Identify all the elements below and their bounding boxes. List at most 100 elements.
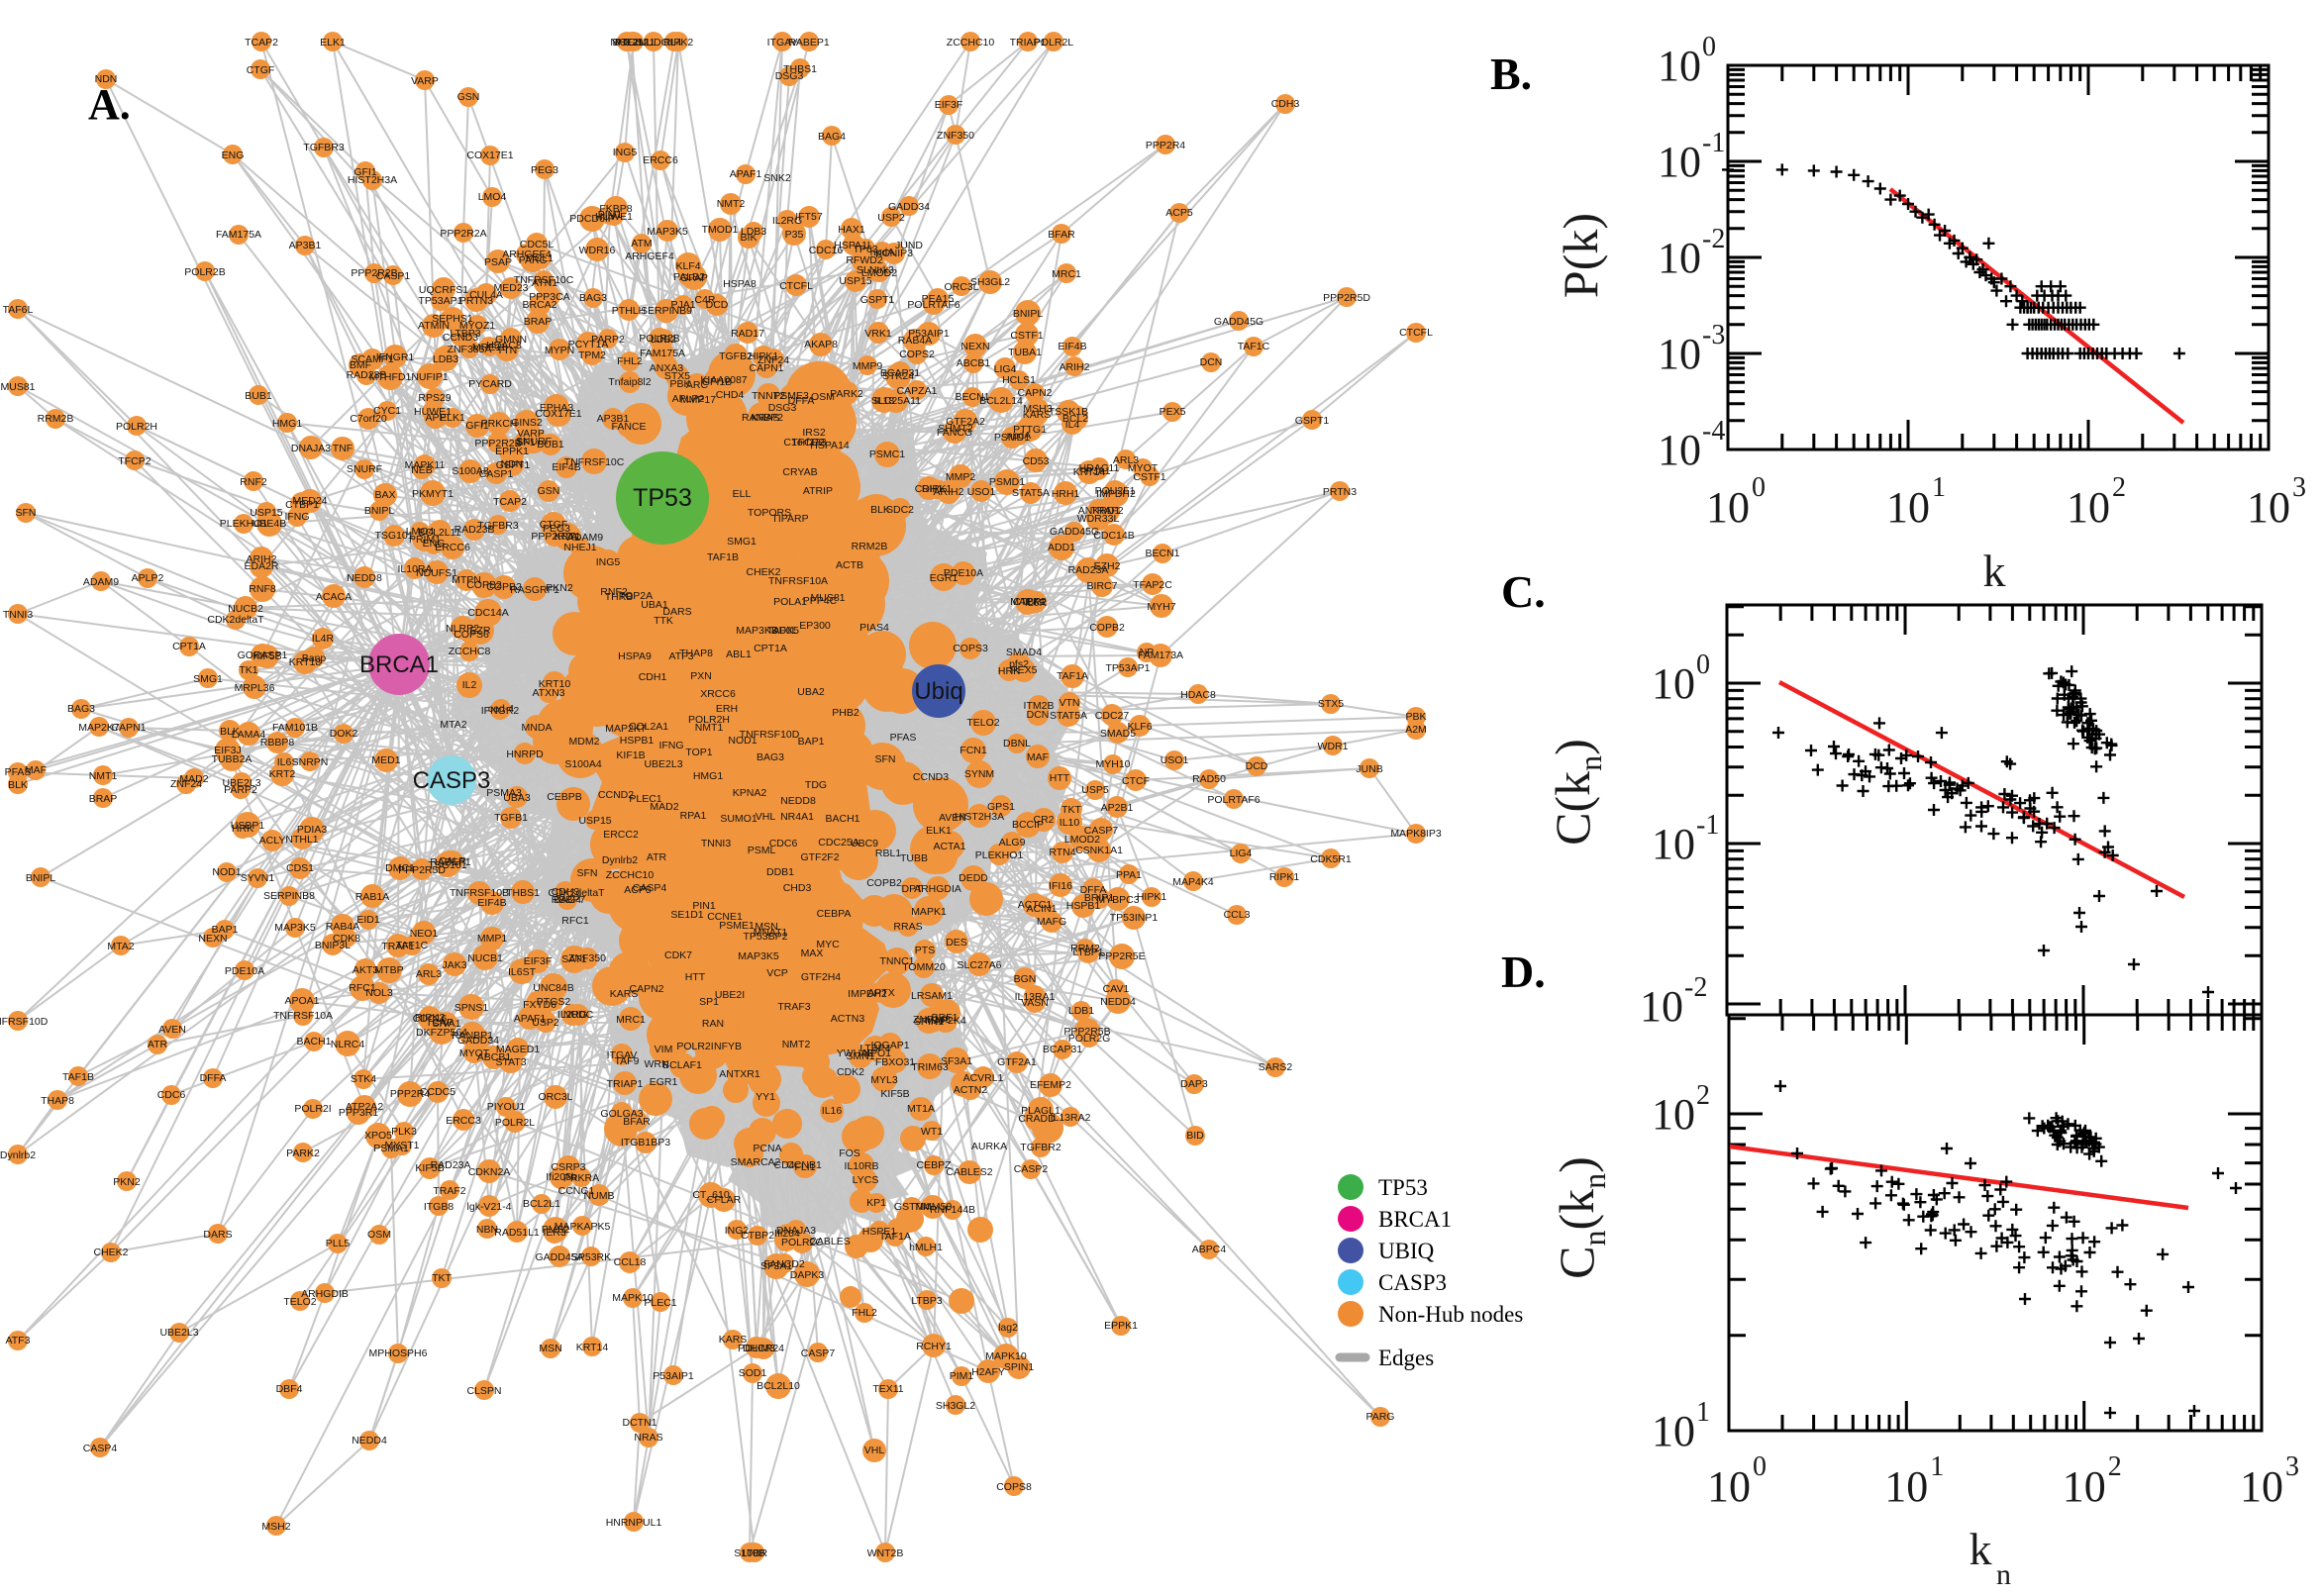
svg-text:GSN: GSN bbox=[538, 485, 560, 497]
svg-text:CASP3: CASP3 bbox=[1378, 1270, 1447, 1295]
svg-text:CASP7: CASP7 bbox=[801, 1347, 836, 1359]
svg-text:CCL18: CCL18 bbox=[614, 1256, 647, 1268]
svg-text:MMP9: MMP9 bbox=[853, 360, 882, 372]
svg-text:HCLS1: HCLS1 bbox=[1002, 374, 1036, 386]
svg-text:PSME1: PSME1 bbox=[719, 920, 755, 932]
svg-text:NUMB: NUMB bbox=[584, 1190, 615, 1202]
svg-text:UBC9: UBC9 bbox=[851, 838, 878, 849]
svg-text:ZNF24: ZNF24 bbox=[170, 778, 202, 790]
svg-text:WDR16: WDR16 bbox=[579, 245, 616, 256]
svg-text:NLRC4: NLRC4 bbox=[331, 1039, 365, 1050]
svg-text:HMG1: HMG1 bbox=[693, 770, 723, 782]
svg-text:BCAP31: BCAP31 bbox=[1043, 1044, 1082, 1055]
svg-text:SARS2: SARS2 bbox=[1259, 1061, 1293, 1073]
svg-text:BCL2L1: BCL2L1 bbox=[523, 1198, 560, 1210]
svg-text:NBN: NBN bbox=[476, 1224, 498, 1236]
svg-text:GTF2F2: GTF2F2 bbox=[800, 851, 839, 863]
svg-text:GSPT1: GSPT1 bbox=[1295, 415, 1330, 427]
svg-text:CAPN2: CAPN2 bbox=[1017, 387, 1052, 399]
svg-text:MAPK11: MAPK11 bbox=[405, 459, 446, 471]
svg-text:H2AFY: H2AFY bbox=[971, 1366, 1005, 1378]
svg-text:-3: -3 bbox=[1702, 320, 1725, 350]
svg-text:EIF3F: EIF3F bbox=[935, 99, 963, 111]
svg-text:10: 10 bbox=[1658, 330, 1701, 378]
svg-text:MMP2: MMP2 bbox=[946, 471, 975, 483]
svg-text:TUBA1: TUBA1 bbox=[1008, 347, 1042, 358]
svg-text:CTCFL: CTCFL bbox=[779, 280, 813, 292]
svg-text:DKFZP564: DKFZP564 bbox=[416, 1027, 467, 1039]
svg-text:BAG3: BAG3 bbox=[579, 292, 607, 304]
svg-text:RAD51L1: RAD51L1 bbox=[494, 1227, 540, 1239]
svg-text:HNRNPUL1: HNRNPUL1 bbox=[606, 1517, 662, 1529]
svg-text:RAB4A: RAB4A bbox=[898, 335, 932, 347]
svg-text:ABPC4: ABPC4 bbox=[1192, 1244, 1227, 1255]
svg-text:TP53AP1: TP53AP1 bbox=[1106, 662, 1151, 674]
svg-text:ACTN2: ACTN2 bbox=[954, 1084, 988, 1096]
svg-text:IFNG: IFNG bbox=[284, 511, 309, 523]
svg-text:1: 1 bbox=[1932, 472, 1946, 503]
svg-text:EIF4B: EIF4B bbox=[1058, 341, 1086, 352]
svg-text:IFNG: IFNG bbox=[658, 740, 683, 751]
svg-text:PLK3: PLK3 bbox=[391, 1126, 417, 1138]
svg-text:COPS3: COPS3 bbox=[953, 643, 988, 654]
svg-text:GPS1: GPS1 bbox=[987, 801, 1015, 813]
svg-text:ITGAV: ITGAV bbox=[607, 1049, 638, 1061]
svg-text:PARP2: PARP2 bbox=[224, 784, 257, 796]
svg-text:PHB2: PHB2 bbox=[832, 707, 859, 719]
svg-text:POLR2I: POLR2I bbox=[294, 1103, 331, 1115]
svg-text:STK24: STK24 bbox=[882, 370, 914, 382]
svg-text:PPP3R1: PPP3R1 bbox=[339, 1107, 378, 1119]
svg-text:GSPT1: GSPT1 bbox=[860, 294, 895, 306]
svg-text:SE1D1: SE1D1 bbox=[670, 909, 703, 921]
svg-text:POLR2H: POLR2H bbox=[688, 714, 730, 726]
svg-text:TDG: TDG bbox=[805, 779, 827, 791]
svg-text:BCL2L14: BCL2L14 bbox=[979, 395, 1023, 407]
svg-text:TNNI3: TNNI3 bbox=[701, 838, 731, 849]
svg-text:SF3A1: SF3A1 bbox=[760, 1260, 792, 1272]
svg-text:ALG9: ALG9 bbox=[999, 837, 1026, 848]
svg-text:VASN: VASN bbox=[1021, 997, 1049, 1009]
svg-text:10: 10 bbox=[1640, 982, 1683, 1031]
svg-text:MYH10: MYH10 bbox=[1095, 758, 1130, 770]
svg-text:GTF2A1: GTF2A1 bbox=[997, 1056, 1037, 1068]
svg-text:SERPINB8: SERPINB8 bbox=[263, 890, 315, 902]
svg-text:TRIAP1: TRIAP1 bbox=[607, 1078, 644, 1090]
svg-text:CHEK2: CHEK2 bbox=[93, 1247, 128, 1258]
svg-text:PSMC1: PSMC1 bbox=[869, 449, 905, 460]
svg-text:BCCIP: BCCIP bbox=[1012, 819, 1044, 831]
svg-text:10: 10 bbox=[2247, 483, 2290, 532]
svg-text:ATR: ATR bbox=[647, 851, 667, 863]
svg-text:k: k bbox=[1970, 1524, 1992, 1574]
svg-text:UBIQ: UBIQ bbox=[1378, 1239, 1435, 1263]
svg-text:PXN: PXN bbox=[690, 670, 712, 682]
svg-text:HDAC8: HDAC8 bbox=[1180, 689, 1216, 701]
svg-text:HSPB1: HSPB1 bbox=[620, 735, 655, 747]
svg-text:LDB3: LDB3 bbox=[741, 226, 766, 238]
svg-text:NEO1: NEO1 bbox=[410, 928, 439, 940]
svg-text:JAK3: JAK3 bbox=[442, 959, 466, 971]
svg-text:RIPK1: RIPK1 bbox=[1269, 871, 1300, 883]
svg-text:POLR2H: POLR2H bbox=[116, 421, 157, 433]
svg-text:DCN: DCN bbox=[1200, 356, 1223, 368]
svg-text:ATRIP: ATRIP bbox=[803, 485, 833, 497]
svg-text:CDK5R1: CDK5R1 bbox=[1310, 853, 1352, 865]
svg-text:COPB2: COPB2 bbox=[866, 877, 902, 889]
svg-text:TMOD1: TMOD1 bbox=[702, 224, 739, 236]
svg-text:GTF2H4: GTF2H4 bbox=[801, 971, 841, 983]
svg-text:GOLGA3: GOLGA3 bbox=[600, 1108, 643, 1120]
svg-text:MT1A: MT1A bbox=[907, 1103, 935, 1115]
svg-text:EFEMP2: EFEMP2 bbox=[1030, 1079, 1071, 1091]
svg-text:TP53: TP53 bbox=[633, 484, 692, 512]
svg-text:MAP3K5: MAP3K5 bbox=[738, 950, 779, 962]
svg-text:TOP1: TOP1 bbox=[685, 747, 712, 758]
svg-text:DBF4: DBF4 bbox=[276, 1383, 303, 1395]
svg-text:PPA1: PPA1 bbox=[1116, 869, 1142, 881]
svg-text:PYCARD: PYCARD bbox=[468, 378, 512, 390]
svg-text:RABEP1: RABEP1 bbox=[788, 37, 830, 49]
svg-text:Edges: Edges bbox=[1378, 1346, 1434, 1370]
svg-text:VARP: VARP bbox=[411, 75, 439, 87]
svg-text:DAP3: DAP3 bbox=[1180, 1078, 1208, 1090]
svg-text:BCL2L10: BCL2L10 bbox=[757, 1380, 800, 1392]
svg-text:TCAP2: TCAP2 bbox=[493, 496, 527, 508]
svg-text:KIAA0087: KIAA0087 bbox=[700, 374, 747, 386]
